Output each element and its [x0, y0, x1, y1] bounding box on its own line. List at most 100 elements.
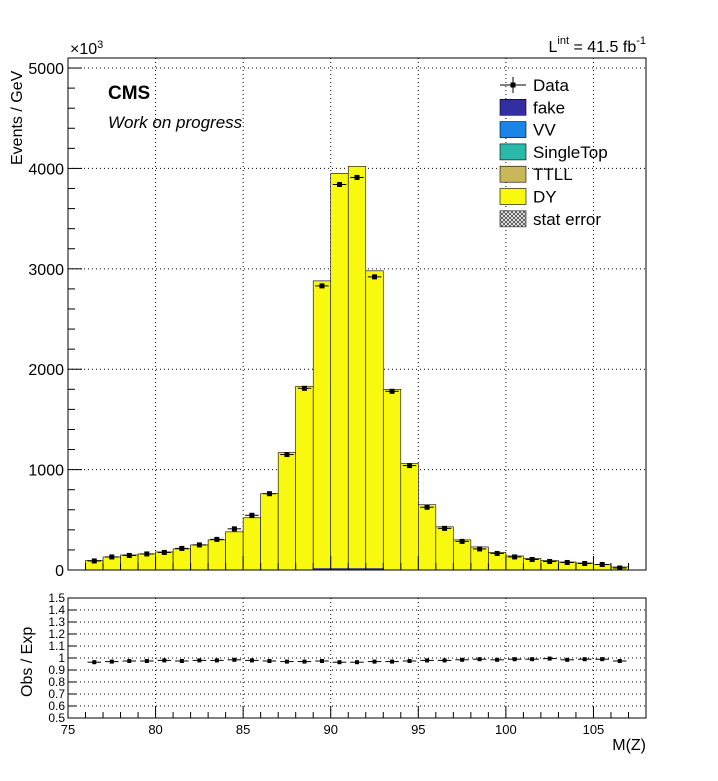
ratio-points [87, 656, 627, 665]
data-point [109, 554, 115, 560]
data-point [407, 463, 413, 469]
ratio-point [302, 659, 307, 664]
ratio-point [547, 656, 552, 661]
legend-swatch-stat-error [499, 210, 527, 228]
data-point [547, 558, 553, 564]
data-point [284, 452, 290, 458]
ratio-point [179, 659, 184, 663]
ratio-point [232, 657, 237, 662]
ratio-y-axis: 0.50.60.70.80.911.11.21.31.41.5 [48, 591, 76, 725]
ratio-point [319, 659, 324, 663]
legend-label: SingleTop [533, 143, 608, 162]
main-y-axis: 0 1000 2000 3000 4000 5000 [28, 61, 82, 580]
data-point [512, 554, 518, 560]
main-y-tick-label: 2000 [28, 362, 64, 379]
dy-bar [260, 493, 279, 571]
ratio-point [600, 657, 605, 662]
x-axis-title: M(Z) [612, 737, 646, 754]
legend-swatch [499, 165, 527, 183]
ratio-x-tick-label: 95 [411, 722, 425, 737]
data-point [599, 561, 605, 567]
data-point [266, 491, 272, 497]
main-y-tick-label: 3000 [28, 262, 64, 279]
ratio-y-tick-label: 1 [58, 651, 65, 665]
legend-label: stat error [533, 210, 601, 229]
legend: Data fake VV SingleTop TTLL DY stat error [499, 76, 608, 229]
ratio-point [442, 658, 447, 663]
dy-bar [330, 173, 349, 571]
data-point [389, 388, 395, 394]
data-point [494, 550, 500, 556]
dy-bar [435, 526, 454, 571]
ratio-point [109, 659, 114, 664]
data-point [372, 274, 378, 280]
dy-bar [400, 463, 419, 571]
ratio-y-tick-label: 0.7 [48, 687, 65, 701]
main-plot-frame [67, 57, 647, 571]
ratio-y-tick-label: 1.3 [48, 615, 65, 629]
legend-label: Data [533, 76, 569, 95]
ratio-grid [68, 598, 646, 718]
legend-swatch [499, 121, 527, 138]
ratio-x-tick-label: 100 [495, 722, 517, 737]
main-y-tick-label: 1000 [28, 463, 64, 480]
main-y-tick-label: 5000 [28, 61, 64, 78]
ratio-point [495, 657, 500, 662]
main-y-tick-label: 4000 [28, 161, 64, 178]
dy-stack [85, 166, 629, 571]
ratio-point [512, 657, 517, 662]
data-point [529, 556, 535, 562]
ratio-point [197, 658, 202, 663]
dy-bar [382, 388, 402, 571]
ratio-point [460, 657, 465, 662]
data-point [459, 538, 465, 544]
ratio-y-tick-label: 0.9 [48, 663, 65, 677]
data-point [214, 536, 220, 542]
data-point [179, 545, 185, 551]
dy-bar [365, 270, 384, 571]
ratio-point [372, 659, 377, 664]
ratio-y-tick-label: 0.5 [48, 711, 65, 725]
data-points [87, 174, 627, 571]
experiment-label: CMS [108, 83, 150, 104]
data-point [336, 181, 342, 187]
ratio-x-tick-label: 75 [61, 722, 75, 737]
legend-swatch [499, 99, 527, 116]
data-point [301, 385, 307, 391]
luminosity-label: Lint = 41.5 fb-1 [549, 35, 646, 56]
ratio-point [284, 659, 289, 664]
legend-data-marker [510, 82, 516, 88]
data-point [161, 549, 167, 555]
dy-bar [295, 385, 314, 571]
legend-swatch [499, 143, 527, 161]
main-y-axis-title: Events / GeV [9, 70, 26, 165]
dy-bar [190, 544, 209, 571]
data-point [582, 560, 588, 566]
ratio-point [425, 658, 430, 663]
ratio-x-axis: 75 80 85 90 95 100 105 [61, 706, 629, 737]
data-point [126, 552, 132, 558]
dy-bar [453, 539, 472, 571]
dy-bar [225, 531, 244, 571]
data-point [231, 526, 237, 532]
ratio-point [249, 658, 254, 663]
main-y-tick-label: 0 [55, 563, 64, 580]
dy-bar [242, 517, 261, 571]
ratio-x-tick-label: 80 [148, 722, 162, 737]
ratio-point [337, 660, 342, 665]
ratio-x-tick-label: 85 [236, 722, 250, 737]
data-point [196, 542, 202, 548]
ratio-point [355, 660, 359, 665]
dy-bar [418, 504, 437, 571]
ratio-y-tick-label: 1.5 [48, 591, 65, 605]
data-point [144, 551, 150, 557]
legend-label: fake [533, 98, 565, 117]
ratio-point [617, 659, 622, 663]
ratio-x-tick-label: 90 [323, 722, 337, 737]
ratio-point [390, 659, 395, 664]
ratio-point [582, 657, 587, 662]
ratio-point [214, 658, 219, 663]
dy-bar [207, 539, 226, 571]
data-point [354, 174, 360, 180]
ratio-y-tick-label: 0.8 [48, 675, 65, 689]
